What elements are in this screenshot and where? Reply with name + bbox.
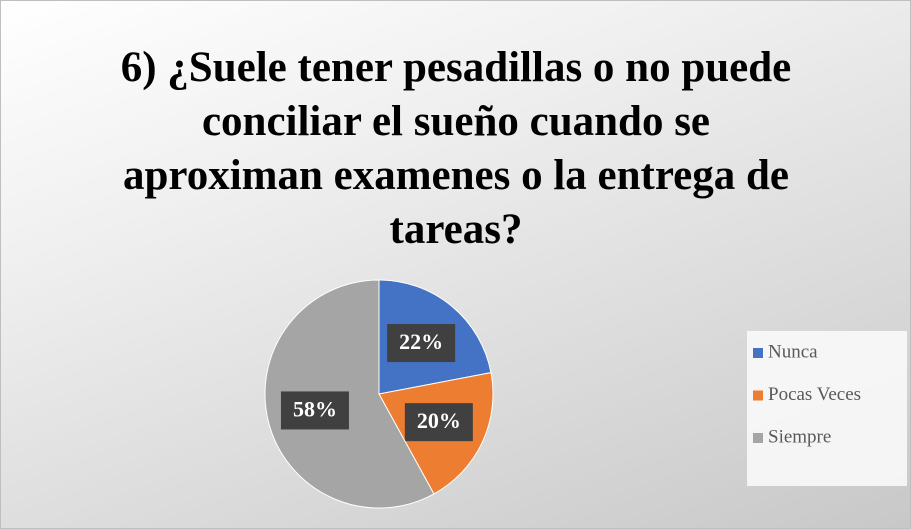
legend-swatch (753, 433, 763, 443)
legend-label: Siempre (768, 426, 831, 447)
data-label: 20% (417, 408, 461, 433)
pie-slice (264, 279, 435, 509)
data-label-box (280, 391, 349, 430)
legend-swatch (753, 348, 763, 358)
legend-label: Pocas Veces (768, 384, 861, 405)
legend-label: Nunca (768, 341, 818, 362)
data-label: 22% (399, 329, 443, 354)
data-label-box (387, 324, 456, 363)
data-label: 58% (293, 396, 337, 421)
chart-title: 6) ¿Suele tener pesadillas o no puede co… (120, 44, 792, 253)
legend-box (747, 331, 907, 486)
data-label-box (404, 403, 473, 442)
legend-swatch (753, 390, 763, 401)
